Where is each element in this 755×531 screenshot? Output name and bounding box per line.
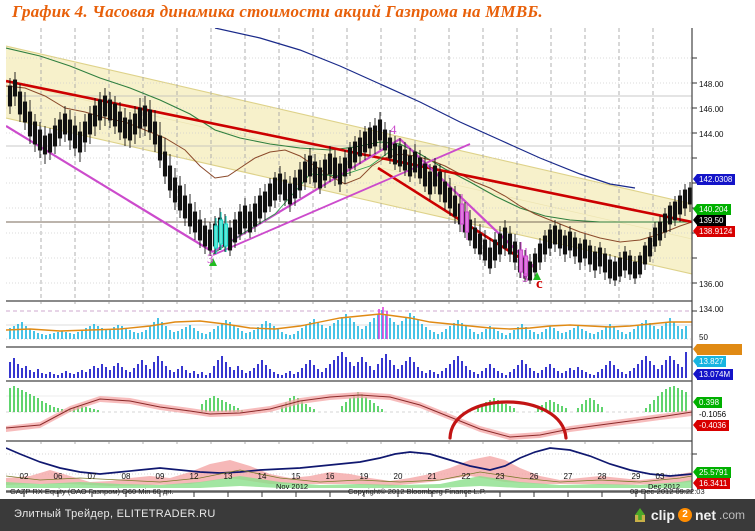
- x-tick-label: 09: [155, 472, 165, 481]
- chart-security-label: GAZP RX Equity (ОАО Газпром) O60 Min 60 …: [10, 487, 174, 496]
- x-tick-label: 14: [257, 472, 267, 481]
- page-title: График 4. Часовая динамика стоимости акц…: [12, 2, 543, 21]
- site-credit-text: Элитный Трейдер, ELITETRADER.RU: [14, 508, 216, 520]
- macd-tag-red: -0.4036: [692, 420, 730, 431]
- x-tick-label: 22: [461, 472, 471, 481]
- x-tick-label: 07: [87, 472, 97, 481]
- panel2-tag-volume: 13.074M: [692, 369, 734, 380]
- wave-label-c: c: [536, 276, 543, 292]
- y-tick-label: 148.00: [699, 80, 724, 89]
- x-tick-label: 19: [359, 472, 369, 481]
- x-tick-label: 21: [427, 472, 437, 481]
- watermark-bar: Элитный Трейдер, ELITETRADER.RU clip 2 n…: [0, 499, 755, 531]
- x-tick-label: 08: [121, 472, 131, 481]
- x-tick-label: 23: [495, 472, 505, 481]
- panel1-tag-cyan: 13.827: [692, 356, 727, 367]
- price-tag-green: 140.204: [693, 204, 731, 215]
- logo-text-clip: clip: [650, 507, 675, 523]
- x-tick-label: 02: [19, 472, 29, 481]
- wave-label-4: 4: [390, 122, 397, 137]
- price-tag-blue: 142.0308: [692, 174, 736, 185]
- macd-tag-green: 0.398: [692, 397, 723, 408]
- price-tag-red: 138.9124: [692, 226, 736, 237]
- panel1-axis-label: 50: [699, 333, 708, 342]
- copyright-label: Copyright© 2012 Bloomberg Finance L.P.: [348, 487, 486, 496]
- clip2net-logo[interactable]: clip 2 net .com: [632, 506, 745, 524]
- y-tick-label: 134.00: [699, 305, 724, 314]
- x-tick-label: 29: [631, 472, 641, 481]
- chart-canvas: [6, 28, 697, 499]
- stoch-tag-red: 16.3411: [692, 478, 731, 489]
- macd-tag-value: -0.1056: [692, 409, 730, 420]
- timestamp-label: 03-Dec-2012 09:22:03: [630, 487, 705, 496]
- y-tick-label: 144.00: [699, 130, 724, 139]
- logo-text-net: net: [694, 507, 716, 523]
- wave-label-5: 5: [522, 270, 529, 285]
- x-month-label-dec: Dec 2012: [648, 482, 681, 491]
- x-tick-label: 03: [655, 472, 665, 481]
- x-tick-label: 20: [393, 472, 403, 481]
- x-tick-label: 12: [189, 472, 199, 481]
- x-tick-label: 26: [529, 472, 539, 481]
- upload-arrow-icon: [632, 507, 648, 523]
- y-tick-label: 146.00: [699, 105, 724, 114]
- x-tick-label: 28: [597, 472, 607, 481]
- x-tick-label: 06: [53, 472, 63, 481]
- y-tick-label: 136.00: [699, 280, 724, 289]
- price-tag-black: 139.50: [692, 215, 727, 226]
- x-tick-label: 27: [563, 472, 573, 481]
- title-bar: График 4. Часовая динамика стоимости акц…: [0, 0, 755, 26]
- bloomberg-chart: 148.00 146.00 144.00 138.00 136.00 134.0…: [0, 26, 755, 499]
- logo-text-com: .com: [718, 508, 745, 522]
- x-tick-label: 16: [325, 472, 335, 481]
- panel1-tag-orange: [693, 344, 742, 355]
- x-tick-label: 15: [291, 472, 301, 481]
- wave-label-3: 3: [207, 251, 214, 266]
- x-tick-label: 13: [223, 472, 233, 481]
- stoch-tag-green: 25.5791: [693, 467, 731, 478]
- x-month-label-nov: Nov 2012: [276, 482, 309, 491]
- logo-badge-2: 2: [677, 508, 692, 522]
